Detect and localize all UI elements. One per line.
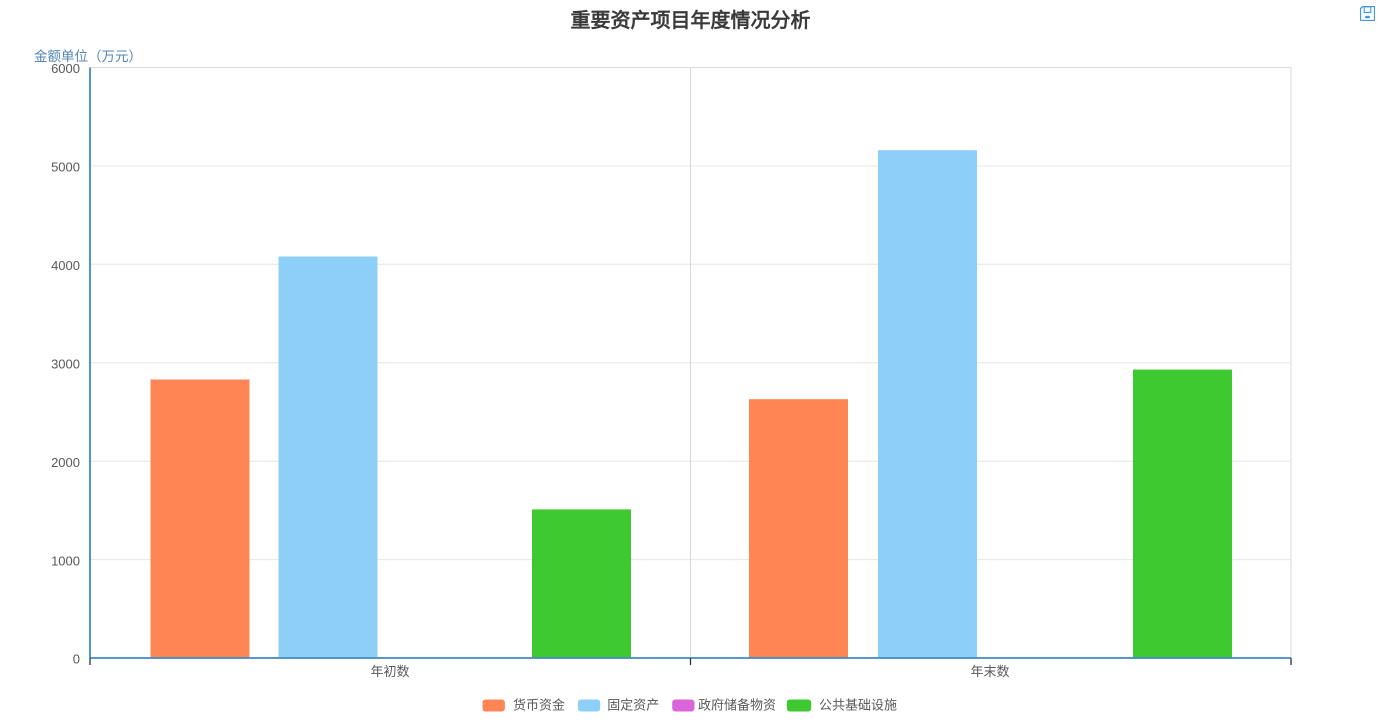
svg-text:3000: 3000 bbox=[51, 356, 80, 371]
svg-text:1000: 1000 bbox=[51, 553, 80, 568]
svg-text:固定资产: 固定资产 bbox=[607, 698, 659, 713]
svg-text:货币资金: 货币资金 bbox=[513, 698, 565, 713]
svg-text:公共基础设施: 公共基础设施 bbox=[819, 698, 897, 713]
svg-text:4000: 4000 bbox=[51, 258, 80, 273]
svg-text:年初数: 年初数 bbox=[370, 664, 409, 679]
svg-text:年末数: 年末数 bbox=[970, 664, 1009, 679]
svg-text:5000: 5000 bbox=[51, 160, 80, 175]
svg-text:0: 0 bbox=[73, 652, 80, 667]
svg-text:2000: 2000 bbox=[51, 455, 80, 470]
svg-text:政府储备物资: 政府储备物资 bbox=[698, 698, 776, 713]
svg-text:6000: 6000 bbox=[51, 61, 80, 76]
